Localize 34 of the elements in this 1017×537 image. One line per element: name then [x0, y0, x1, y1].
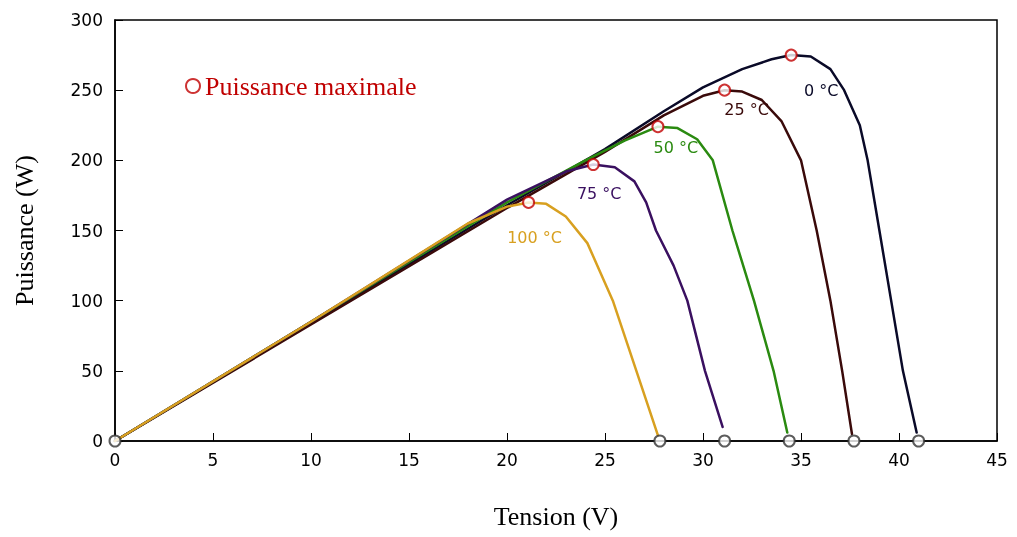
x-tick-label: 5 — [207, 449, 219, 470]
x-tick-label: 10 — [300, 449, 322, 470]
point — [586, 158, 600, 172]
series-label: 100 °C — [507, 227, 562, 247]
x-tick-label: 35 — [790, 449, 812, 470]
point — [718, 434, 732, 448]
y-tick-label: 250 — [70, 80, 103, 101]
point — [718, 83, 732, 97]
point — [651, 120, 665, 134]
y-tick-label: 300 — [70, 10, 103, 30]
x-tick-label: 25 — [594, 449, 616, 470]
y-tick-label: 0 — [92, 431, 103, 451]
point — [522, 195, 536, 209]
series-label: 0 °C — [803, 80, 839, 100]
y-tick-label: 200 — [70, 150, 103, 171]
y-axis-title: Puissance (W) — [9, 155, 39, 306]
x-axis-title: Tension (V) — [493, 501, 619, 531]
x-tick-label: 45 — [986, 449, 1008, 470]
x-tick-label: 30 — [692, 449, 714, 470]
point — [784, 48, 798, 62]
point — [653, 434, 667, 448]
x-tick-label: 20 — [496, 449, 518, 470]
point — [912, 434, 926, 448]
legend-label: Puissance maximale — [205, 71, 417, 101]
point — [847, 434, 861, 448]
point — [782, 434, 796, 448]
y-tick-label: 50 — [81, 360, 103, 381]
x-tick-label: 40 — [888, 449, 910, 470]
series-label: 75 °C — [576, 184, 622, 204]
series-label: 50 °C — [653, 138, 699, 158]
y-tick-label: 150 — [70, 220, 103, 241]
x-tick-label: 0 — [109, 449, 121, 470]
y-tick-label: 100 — [70, 290, 103, 311]
x-tick-label: 15 — [398, 449, 420, 470]
